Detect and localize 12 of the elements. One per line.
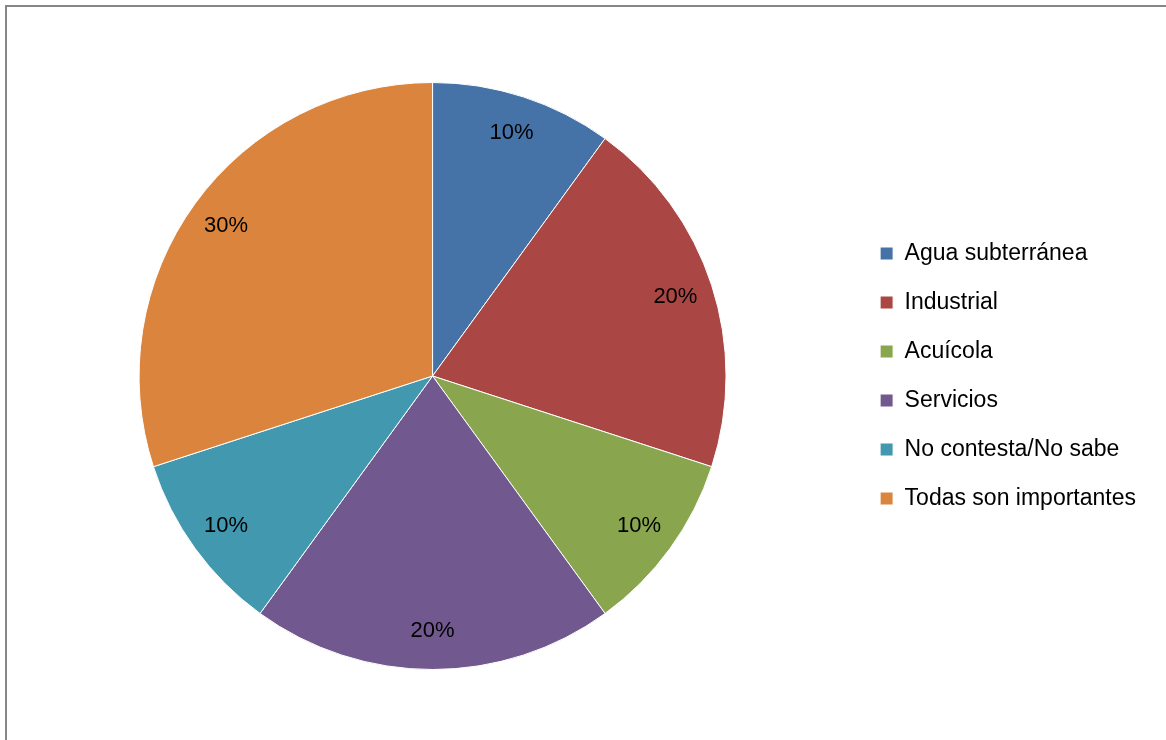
legend-label: Industrial [904, 287, 998, 314]
legend-label: No contesta/No sabe [904, 434, 1120, 461]
legend-label: Todas son importantes [904, 483, 1136, 510]
data-label: 10% [617, 512, 662, 538]
data-label: 10% [489, 119, 534, 145]
legend-label: Agua subterránea [904, 238, 1088, 265]
data-label: 30% [203, 211, 248, 237]
data-label: 10% [203, 512, 248, 538]
legend-label: Servicios [904, 385, 998, 412]
legend-label: Acuícola [904, 336, 994, 363]
data-label: 20% [410, 617, 455, 643]
data-label: 20% [653, 283, 698, 309]
